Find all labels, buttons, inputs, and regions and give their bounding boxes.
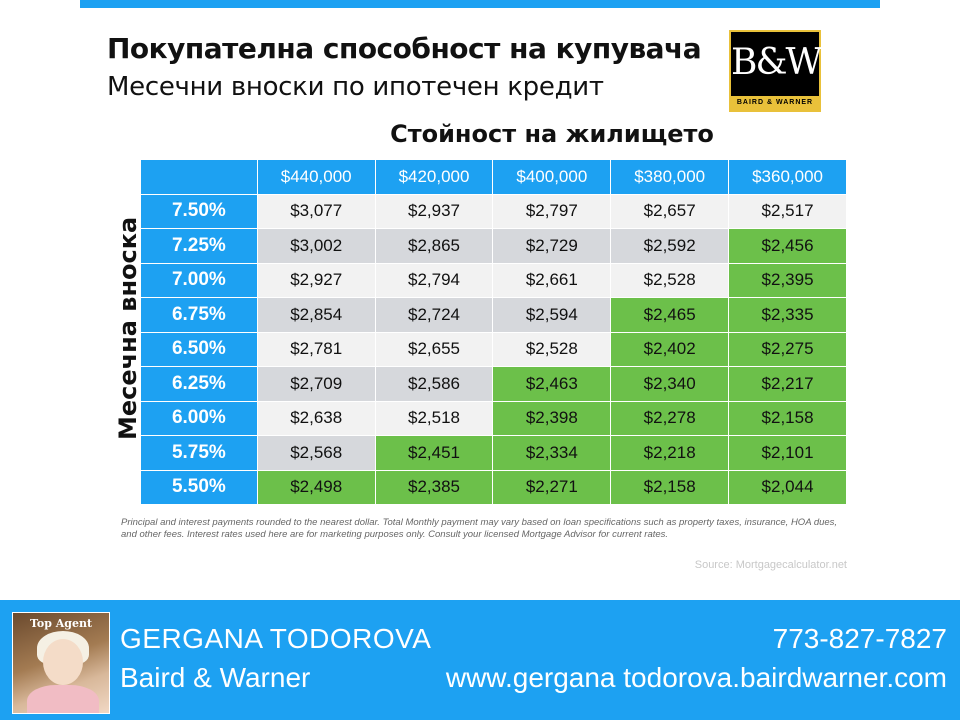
rate-cell: 7.00%: [140, 262, 258, 298]
payment-cell: $2,781: [256, 331, 376, 367]
table-row: 6.25% $2,709 $2,586 $2,463 $2,340 $2,217: [140, 366, 847, 402]
rate-cell: 7.50%: [140, 193, 258, 229]
payment-cell: $2,498: [256, 469, 376, 505]
payment-cell: $2,340: [610, 366, 730, 402]
payment-cell: $2,451: [374, 435, 494, 471]
table-body: 7.50% $3,077 $2,937 $2,797 $2,657 $2,517 7.25%…: [140, 193, 847, 505]
table-row: 6.75% $2,854 $2,724 $2,594 $2,465 $2,335: [140, 297, 847, 333]
payment-cell: $2,661: [492, 262, 612, 298]
rate-cell: 5.75%: [140, 435, 258, 471]
header-row: $440,000 $420,000 $400,000 $380,000 $360…: [140, 159, 847, 195]
baird-warner-logo: B&W BAIRD & WARNER: [729, 30, 823, 112]
payment-cell: $2,528: [492, 331, 612, 367]
photo-face: [43, 639, 83, 685]
website-link[interactable]: www.gergana todorova.bairdwarner.com: [445, 662, 947, 693]
payment-cell: $2,398: [492, 400, 612, 436]
payment-cell: $2,865: [374, 228, 494, 264]
payment-cell: $2,271: [492, 469, 612, 505]
table-row: 7.25% $3,002 $2,865 $2,729 $2,592 $2,456: [140, 228, 847, 264]
table-row: 6.50% $2,781 $2,655 $2,528 $2,402 $2,275: [140, 331, 847, 367]
payment-cell: $2,854: [256, 297, 376, 333]
payment-cell: $2,657: [610, 193, 730, 229]
rate-cell: 6.00%: [140, 400, 258, 436]
payment-cell: $2,927: [256, 262, 376, 298]
payment-cell: $2,794: [374, 262, 494, 298]
column-header: $360,000: [728, 159, 847, 195]
table-row: 7.00% $2,927 $2,794 $2,661 $2,528 $2,395: [140, 262, 847, 298]
payment-cell: $2,334: [492, 435, 612, 471]
payment-cell: $2,218: [610, 435, 730, 471]
logo-mark: B&W: [731, 42, 823, 83]
table-row: 6.00% $2,638 $2,518 $2,398 $2,278 $2,158: [140, 400, 847, 436]
payment-cell: $2,518: [374, 400, 494, 436]
top-agent-badge: Top Agent: [29, 617, 93, 630]
source-note: Source: Mortgagecalculator.net: [694, 559, 847, 571]
column-header: $440,000: [256, 159, 376, 195]
table-row: 5.75% $2,568 $2,451 $2,334 $2,218 $2,101: [140, 435, 847, 471]
logo-text: BAIRD & WARNER: [731, 96, 819, 110]
page-title: Покупателна способност на купувача: [107, 32, 702, 65]
payment-cell: $2,517: [728, 193, 847, 229]
payment-cell: $2,797: [492, 193, 612, 229]
agent-photo: Top Agent: [12, 612, 110, 714]
payment-cell: $2,395: [728, 262, 847, 298]
payment-cell: $2,594: [492, 297, 612, 333]
payment-cell: $2,638: [256, 400, 376, 436]
payment-cell: $2,465: [610, 297, 730, 333]
payment-cell: $2,463: [492, 366, 612, 402]
top-stripe: [80, 0, 880, 8]
payment-cell: $2,709: [256, 366, 376, 402]
payment-cell: $2,335: [728, 297, 847, 333]
payment-cell: $2,528: [610, 262, 730, 298]
payment-cell: $2,278: [610, 400, 730, 436]
page-subtitle: Месечни вноски по ипотечен кредит: [107, 72, 604, 102]
rate-cell: 6.75%: [140, 297, 258, 333]
payment-cell: $3,077: [256, 193, 376, 229]
table-row: 5.50% $2,498 $2,385 $2,271 $2,158 $2,044: [140, 469, 847, 505]
phone-link[interactable]: 773-827-7827: [772, 623, 947, 654]
column-header: $380,000: [610, 159, 730, 195]
footer-bar: [0, 600, 960, 720]
column-header: $400,000: [492, 159, 612, 195]
rate-cell: 7.25%: [140, 228, 258, 264]
payment-cell: $2,592: [610, 228, 730, 264]
payment-cell: $2,275: [728, 331, 847, 367]
table-row: 7.50% $3,077 $2,937 $2,797 $2,657 $2,517: [140, 193, 847, 229]
company-name: Baird & Warner: [120, 662, 311, 693]
payment-table: $440,000 $420,000 $400,000 $380,000 $360…: [140, 159, 847, 505]
column-axis-title: Стойност на жилището: [390, 120, 714, 148]
payment-cell: $2,568: [256, 435, 376, 471]
disclaimer: Principal and interest payments rounded …: [121, 517, 838, 540]
payment-cell: $2,158: [610, 469, 730, 505]
payment-cell: $2,044: [728, 469, 847, 505]
payment-cell: $2,586: [374, 366, 494, 402]
payment-cell: $2,158: [728, 400, 847, 436]
payment-cell: $3,002: [256, 228, 376, 264]
payment-cell: $2,456: [728, 228, 847, 264]
payment-cell: $2,101: [728, 435, 847, 471]
payment-cell: $2,217: [728, 366, 847, 402]
payment-cell: $2,724: [374, 297, 494, 333]
payment-cell: $2,655: [374, 331, 494, 367]
payment-cell: $2,937: [374, 193, 494, 229]
payment-cell: $2,402: [610, 331, 730, 367]
agent-name: GERGANA TODOROVA: [120, 623, 432, 654]
payment-cell: $2,729: [492, 228, 612, 264]
payment-cell: $2,385: [374, 469, 494, 505]
rate-cell: 6.25%: [140, 366, 258, 402]
corner-cell: [140, 159, 258, 195]
column-header: $420,000: [374, 159, 494, 195]
rate-cell: 6.50%: [140, 331, 258, 367]
rate-cell: 5.50%: [140, 469, 258, 505]
photo-body: [27, 685, 99, 713]
